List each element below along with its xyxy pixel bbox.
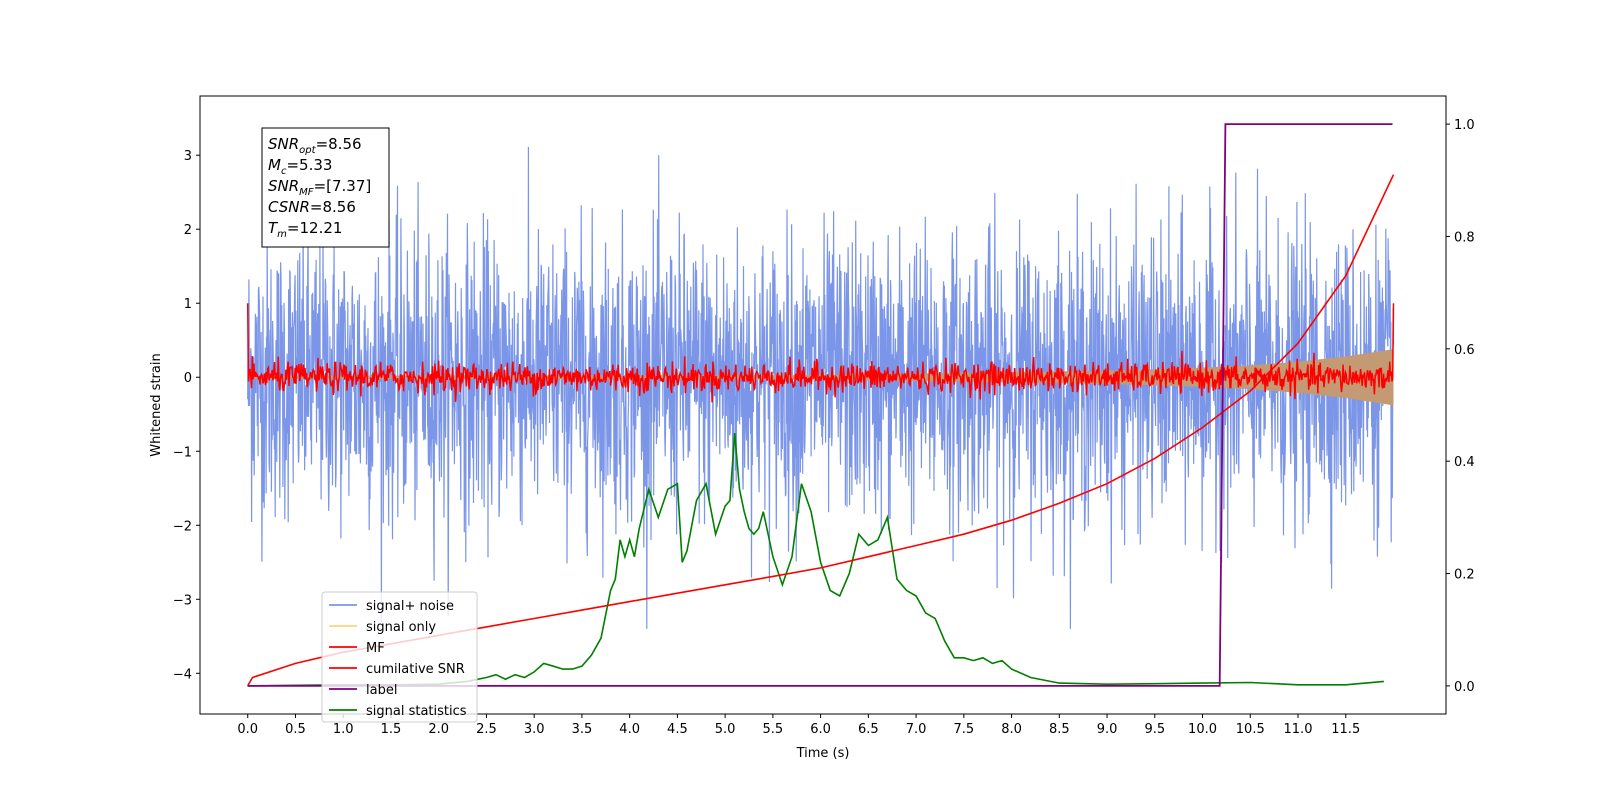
y2-tick-label: 0.2 [1454,568,1475,583]
annotation-frame [261,127,390,248]
y-axis-label: Whitened strain [149,353,164,456]
y-tick-label: 3 [184,149,192,164]
x-tick-label: 2.0 [428,722,449,737]
series-label-line [247,123,1393,687]
annotation-line: Tm=12.21 [268,219,342,240]
legend-label: signal only [366,620,436,635]
x-tick-label: 4.5 [667,722,688,737]
x-tick-label: 11.0 [1284,722,1313,737]
x-tick-label: 7.0 [906,722,927,737]
legend-label: MF [366,641,385,656]
x-tick-label: 3.5 [572,722,593,737]
x-tick-label: 8.5 [1049,722,1070,737]
series-signal-statistics-line [247,433,1384,687]
x-tick-label: 4.0 [619,722,640,737]
x-tick-label: 10.0 [1188,722,1217,737]
y2-tick-label: 0.8 [1454,230,1475,245]
x-tick-label: 11.5 [1331,722,1360,737]
x-axis: 0.0 0.5 1.0 1.5 2.0 2.5 3.0 3.5 4.0 4.5 5.0 5.5 6.0 6… [237,714,1360,737]
x-tick-label: 0.5 [285,722,306,737]
x-tick-label: 6.0 [810,722,831,737]
y2-tick-label: 0.6 [1454,343,1475,358]
y-tick-label: −2 [173,519,192,534]
legend-frame [321,591,478,723]
x-tick-label: 10.5 [1236,722,1265,737]
y2-tick-label: 0.0 [1454,680,1475,695]
series-mf-line [246,303,1395,403]
y-tick-label: −3 [173,593,192,608]
annotation-line: Mc=5.33 [268,156,332,177]
x-tick-label: 3.0 [524,722,545,737]
legend: signal+ noise signal only MF cumilative SNR… [321,591,478,723]
plot-area [246,123,1395,687]
y-tick-label: 0 [184,371,192,386]
annotation-line: SNRopt=8.56 [268,135,362,156]
x-tick-label: 1.5 [381,722,402,737]
y-axis-left: −4 −3 −2 −1 0 1 2 3 [173,149,200,682]
legend-label: cumilative SNR [366,662,465,677]
y-axis-right: 0.0 0.2 0.4 0.6 0.8 1.0 [1446,118,1475,695]
x-tick-label: 5.0 [715,722,736,737]
y-tick-label: −1 [173,445,192,460]
x-tick-label: 6.5 [858,722,879,737]
x-tick-label: 0.0 [237,722,258,737]
plot-frame [199,95,1447,715]
y2-tick-label: 1.0 [1454,118,1475,133]
legend-label: signal+ noise [366,599,454,614]
annotation-line: SNRMF=[7.37] [268,177,371,198]
y2-tick-label: 0.4 [1454,455,1475,470]
y-tick-label: −4 [173,667,192,682]
x-tick-label: 9.5 [1144,722,1165,737]
x-tick-label: 8.0 [1001,722,1022,737]
legend-label: label [366,683,397,698]
x-tick-label: 2.5 [476,722,497,737]
x-tick-label: 9.0 [1097,722,1118,737]
annotation-line: CSNR=8.56 [268,198,356,216]
x-axis-label: Time (s) [796,746,850,761]
legend-label: signal statistics [366,704,467,719]
x-tick-label: 1.0 [333,722,354,737]
x-tick-label: 7.5 [953,722,974,737]
x-tick-label: 5.5 [763,722,784,737]
y-tick-label: 2 [184,223,192,238]
y-tick-label: 1 [184,297,192,312]
